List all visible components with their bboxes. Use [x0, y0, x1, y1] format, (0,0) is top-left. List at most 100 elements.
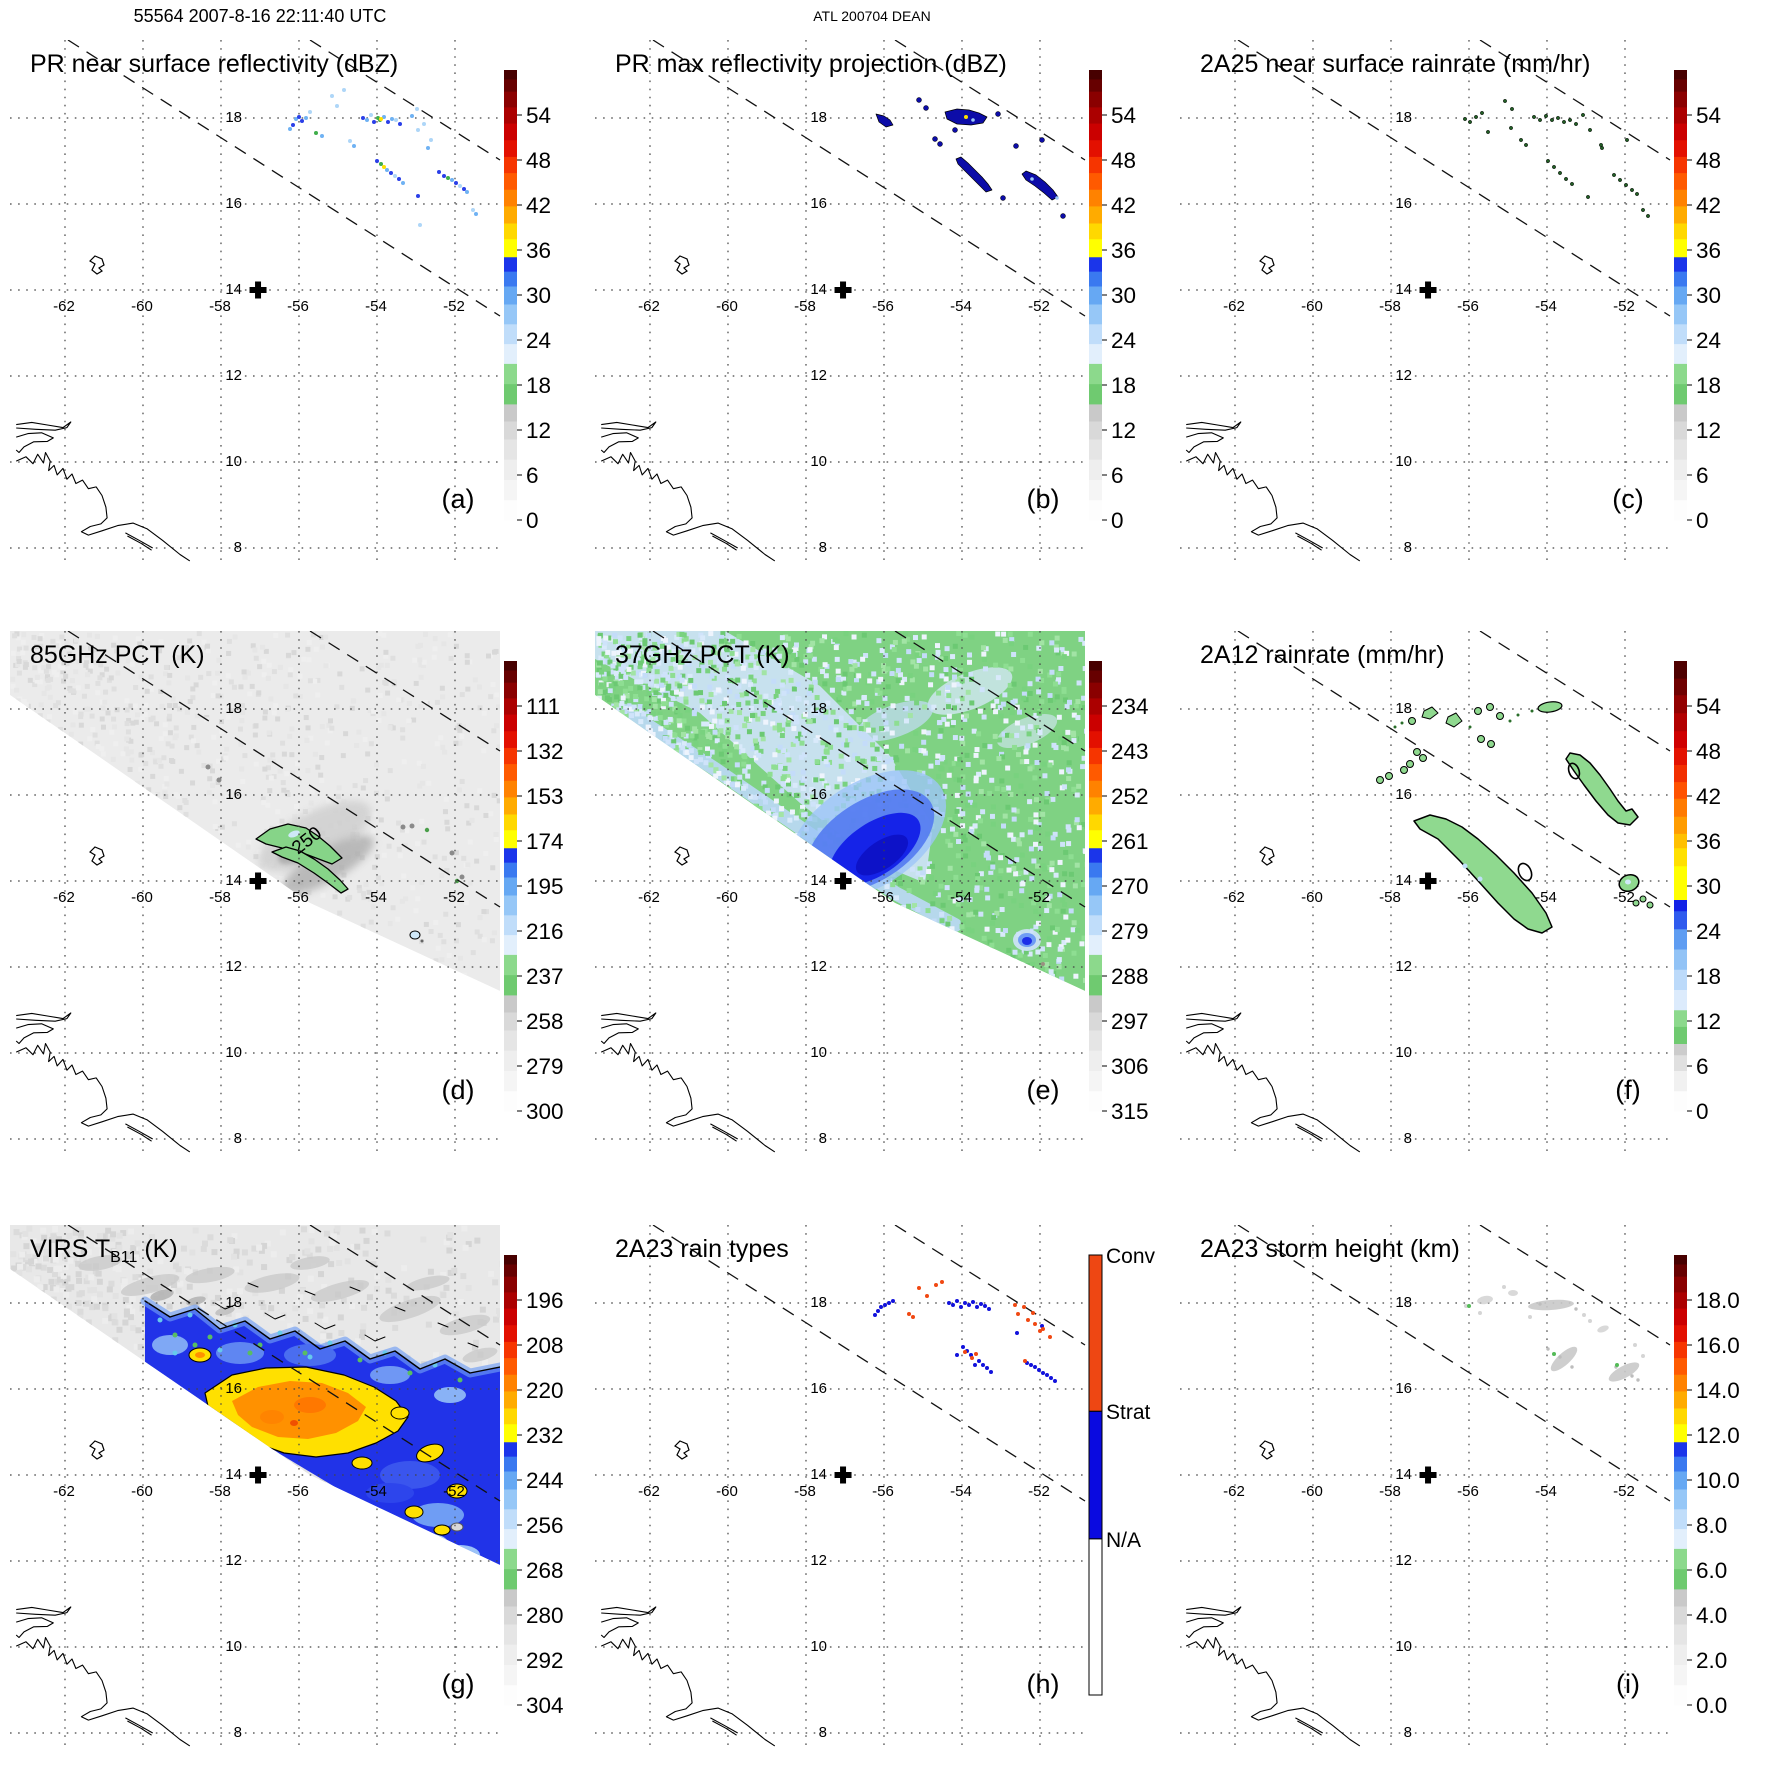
colorbar-tick-label: 270: [1111, 874, 1149, 899]
axis-labels: 8 10 12 14 16 18 -62 -60 -58 -56 -54 -52: [53, 109, 465, 556]
colorbar-tick-label: 268: [526, 1558, 564, 1583]
lat-label: 16: [1395, 195, 1412, 212]
data-blob: [1477, 1295, 1493, 1305]
data-blob: [1550, 1346, 1578, 1372]
lat-label: 14: [1395, 1466, 1412, 1483]
lat-label: 10: [810, 453, 827, 470]
lat-label: 16: [225, 1380, 242, 1397]
panel-letter: (f): [1615, 1075, 1640, 1105]
lat-label: 12: [225, 958, 242, 975]
data-blob: [1625, 879, 1631, 885]
lat-label: 14: [1395, 281, 1412, 298]
colorbar-tick-label: 48: [1696, 148, 1721, 173]
data-region: [1421, 706, 1439, 720]
lon-label: -54: [950, 298, 972, 315]
data-region: [10, 631, 500, 991]
pr-swath-edge-lines: [67, 1224, 501, 1502]
data-blob: [440, 1545, 480, 1565]
data-blob: [390, 1406, 410, 1420]
panel-letter: (c): [1612, 484, 1643, 514]
data-dot-cluster: [379, 117, 386, 169]
colorbar-tick-label: 279: [526, 1054, 564, 1079]
data-blob: [1508, 1290, 1518, 1296]
colorbar-tick-label: Conv: [1106, 1245, 1156, 1268]
colorbar-tick-label: 300: [526, 1099, 564, 1124]
lon-label: -62: [1223, 889, 1245, 906]
colorbar-tick-label: 315: [1111, 1099, 1149, 1124]
data-blob: [290, 1256, 330, 1270]
colorbar-tick-label: 304: [526, 1693, 564, 1718]
overpass-timestamp-label: 55564 2007-8-16 22:11:40 UTC: [133, 6, 387, 26]
lon-label: -56: [1457, 889, 1479, 906]
panel-d-map: 250 8 10 12 14 16 18 -62 -60 -58 -56 -54 -52 85GHz PC…: [10, 630, 564, 1153]
lon-label: -62: [1223, 1483, 1245, 1500]
data-blob: [370, 1366, 410, 1384]
lat-label: 14: [225, 281, 242, 298]
panel-i-map: 8 10 12 14 16 18 -62 -60 -58 -56 -54 -52 2A23 storm …: [1180, 1224, 1740, 1747]
lon-label: -62: [638, 298, 660, 315]
data-blob: [152, 1335, 188, 1355]
colorbar-tick-label: 6: [1696, 463, 1709, 488]
lon-label: -60: [131, 298, 153, 315]
data-blob: [78, 1255, 122, 1271]
data-layers: [1376, 701, 1654, 934]
coastline: [1185, 421, 1361, 562]
lon-label: -56: [872, 889, 894, 906]
data-line: [437, 1322, 449, 1328]
axis-labels: 8 10 12 14 16 18 -62 -60 -58 -56 -54 -52: [638, 700, 1050, 1147]
lat-label: 12: [225, 367, 242, 384]
coastline: [600, 1012, 776, 1153]
panel-letter: (a): [442, 484, 475, 514]
colorbar: 54 48 42 36 30 24 18 12 6 0: [1674, 70, 1721, 533]
data-blob: [1597, 1325, 1609, 1333]
data-dot-cluster: [205, 764, 465, 880]
data-blob: [462, 1347, 498, 1363]
colorbar-tick-label: 30: [526, 283, 551, 308]
colorbar: 196 208 220 232 244 256 268 280 292 304: [504, 1255, 564, 1718]
colorbar-tick-label: 261: [1111, 829, 1149, 854]
colorbar: 234 243 252 261 270 279 288 297 306 315: [1089, 661, 1149, 1124]
island-outline: [674, 846, 690, 866]
colorbar-tick-label: 42: [1696, 193, 1721, 218]
colorbar-tick-label: 280: [526, 1603, 564, 1628]
island-outline: [89, 255, 105, 275]
coastline: [1185, 1606, 1361, 1747]
colorbar: 111 132 153 174 195 216 237 258 279 300: [504, 661, 564, 1124]
data-dot-cluster: [420, 939, 424, 943]
island-outline: [89, 1440, 105, 1460]
graticule: [10, 40, 500, 562]
axis-labels: 8 10 12 14 16 18 -62 -60 -58 -56 -54 -52: [638, 1294, 1050, 1741]
data-dot-cluster: [916, 97, 1066, 219]
panel-h-map: 8 10 12 14 16 18 -62 -60 -58 -56 -54 -52 2A23 rain t…: [595, 1224, 1156, 1747]
lon-label: -54: [365, 1483, 387, 1500]
colorbar-tick-label: 36: [526, 238, 551, 263]
storm-center-cross: [834, 281, 852, 299]
lat-label: 14: [1395, 872, 1412, 889]
panel-letter: (d): [442, 1075, 475, 1105]
lat-label: 18: [1395, 1294, 1412, 1311]
axis-labels: 8 10 12 14 16 18 -62 -60 -58 -56 -54 -52: [638, 109, 1050, 556]
data-dot-cluster: [1462, 863, 1483, 882]
lat-label: 18: [1395, 700, 1412, 717]
lat-label: 8: [819, 1130, 827, 1147]
colorbar-tick-label: 0: [526, 508, 539, 533]
panel-title: 2A25 near surface rainrate (mm/hr): [1200, 50, 1590, 78]
colorbar: Conv Strat N/A: [1088, 1245, 1156, 1696]
data-line: [144, 1300, 500, 1374]
colorbar-tick-label: 6.0: [1696, 1558, 1727, 1583]
lon-label: -52: [443, 889, 465, 906]
data-blob: [366, 1483, 414, 1503]
lat-label: 18: [810, 700, 827, 717]
data-dot-cluster: [971, 118, 1059, 200]
lat-label: 10: [1395, 1638, 1412, 1655]
island-outline: [1259, 255, 1275, 275]
colorbar: 54 48 42 36 30 24 18 12 6 0: [504, 70, 551, 533]
data-region: [1413, 814, 1553, 934]
lat-label: 8: [234, 1130, 242, 1147]
colorbar-tick-label: 292: [526, 1648, 564, 1673]
swath-field: [595, 631, 1085, 991]
pr-swath-edge-lines: [1237, 630, 1671, 908]
lon-label: -52: [1028, 298, 1050, 315]
lat-label: 14: [225, 1466, 242, 1483]
lon-label: -60: [1301, 1483, 1323, 1500]
